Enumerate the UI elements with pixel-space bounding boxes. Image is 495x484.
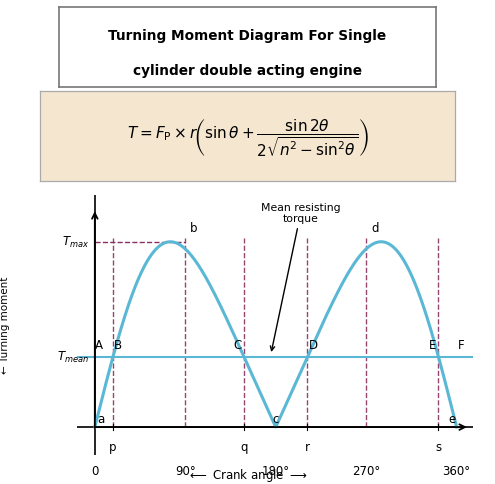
Text: E: E <box>429 338 436 351</box>
Text: F: F <box>458 338 465 351</box>
Text: C: C <box>234 338 242 351</box>
Text: Mean resisting
torque: Mean resisting torque <box>261 202 341 351</box>
Text: $T_{max}$: $T_{max}$ <box>61 235 89 250</box>
Text: D: D <box>309 338 318 351</box>
Text: $T_{mean}$: $T_{mean}$ <box>57 349 89 364</box>
Text: p: p <box>109 440 117 453</box>
Text: $T = F_{\mathrm{P}} \times r\!\left(\sin\theta + \dfrac{\sin 2\theta}{2\sqrt{n^2: $T = F_{\mathrm{P}} \times r\!\left(\sin… <box>127 116 368 157</box>
Text: q: q <box>240 440 248 453</box>
Text: $\longleftarrow$ Crank angle $\longrightarrow$: $\longleftarrow$ Crank angle $\longright… <box>188 466 307 483</box>
Text: B: B <box>114 338 122 351</box>
Text: b: b <box>190 222 198 235</box>
Text: A: A <box>95 338 103 351</box>
Text: ← Turning moment: ← Turning moment <box>0 276 10 373</box>
Text: cylinder double acting engine: cylinder double acting engine <box>133 63 362 77</box>
Text: d: d <box>371 222 379 235</box>
Text: a: a <box>97 412 104 425</box>
Text: Turning Moment Diagram For Single: Turning Moment Diagram For Single <box>108 29 387 43</box>
Text: c: c <box>273 412 279 425</box>
Text: e: e <box>448 412 455 425</box>
Text: s: s <box>436 440 442 453</box>
Text: r: r <box>305 440 310 453</box>
